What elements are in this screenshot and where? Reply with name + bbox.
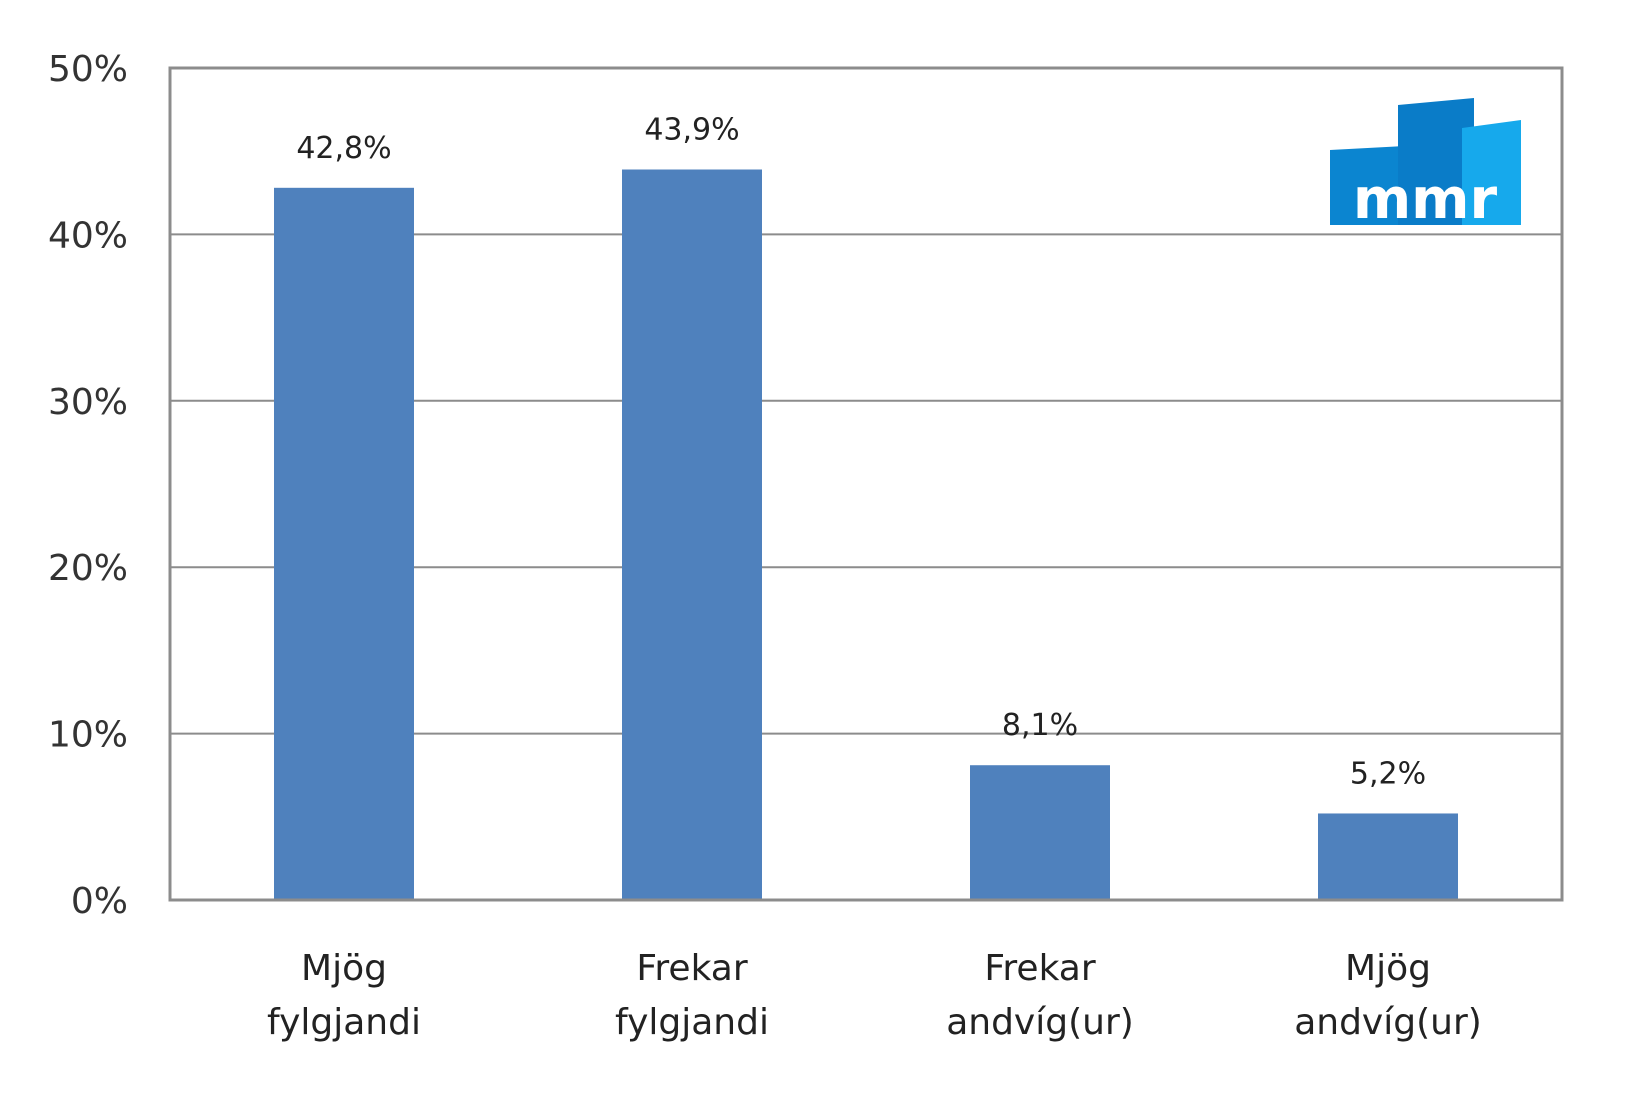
- category-label: Mjög: [1345, 948, 1431, 989]
- data-label: 43,9%: [644, 113, 739, 148]
- logo-wordmark: mmr: [1353, 167, 1498, 232]
- category-label: Frekar: [984, 948, 1096, 989]
- y-tick-label: 30%: [48, 382, 128, 423]
- bars: [274, 169, 1458, 901]
- category-label: Frekar: [636, 948, 748, 989]
- mmr-logo: mmr: [1330, 98, 1521, 232]
- x-axis: Mjög fylgjandi Frekar fylgjandi Frekar andvíg…: [267, 948, 1482, 1043]
- y-tick-label: 0%: [71, 881, 128, 922]
- category-label: Mjög: [301, 948, 387, 989]
- y-tick-label: 10%: [48, 715, 128, 756]
- category-label: andvíg(ur): [946, 1002, 1134, 1043]
- bar: [970, 765, 1110, 900]
- bar: [274, 187, 414, 901]
- data-label: 8,1%: [1002, 708, 1078, 743]
- category-label: andvíg(ur): [1294, 1002, 1482, 1043]
- y-axis: 0% 10% 20% 30% 40% 50%: [48, 49, 128, 922]
- y-tick-label: 20%: [48, 548, 128, 589]
- data-label: 5,2%: [1350, 756, 1426, 791]
- bar: [622, 169, 762, 900]
- logo-block-left: [1330, 146, 1405, 225]
- logo-block-right: [1462, 120, 1521, 225]
- plot-frame: [168, 66, 1564, 902]
- logo-block-middle: [1398, 98, 1474, 225]
- data-labels: 42,8% 43,9% 8,1% 5,2%: [296, 113, 1426, 792]
- bar: [1318, 813, 1458, 900]
- y-tick-label: 50%: [48, 49, 128, 90]
- category-label: fylgjandi: [267, 1002, 421, 1043]
- category-label: fylgjandi: [615, 1002, 769, 1043]
- data-label: 42,8%: [296, 131, 391, 166]
- y-tick-label: 40%: [48, 215, 128, 256]
